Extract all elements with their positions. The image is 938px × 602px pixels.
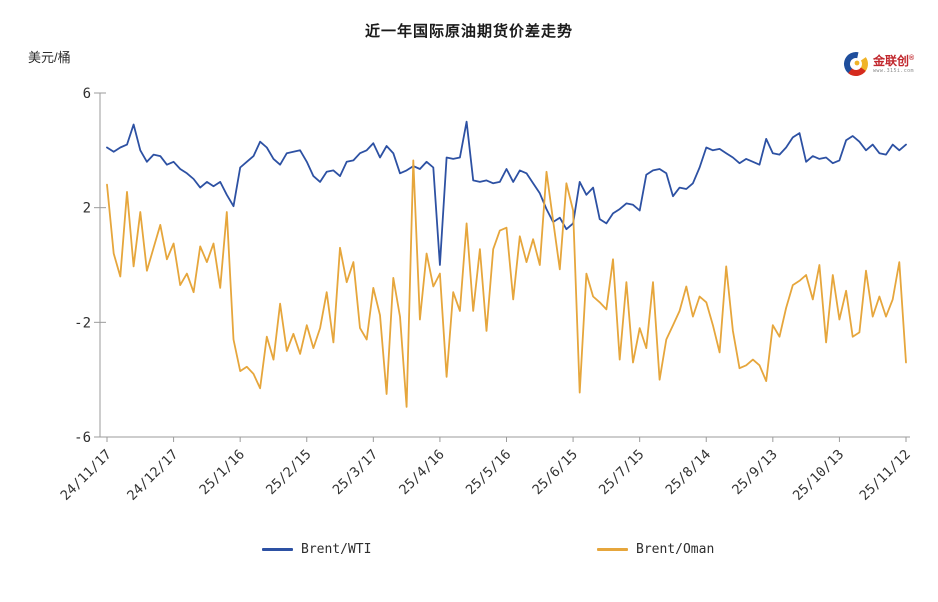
jlc-logo-text: 金联创® www.315i.com [873,55,914,74]
chart-title: 近一年国际原油期货价差走势 [364,23,573,40]
brent-wti-label: Brent/WTI [301,541,372,557]
x-axis-date-label: 25/5/16 [463,447,515,499]
x-axis-date-label: 24/11/17 [58,447,115,504]
y-axis-tick-label: -6 [74,430,91,446]
x-axis-date-label: 24/12/17 [124,447,181,504]
brent-wti-line-swatch [262,547,293,551]
y-axis-unit-label: 美元/桶 [28,50,71,65]
brent-oman-label: Brent/Oman [636,541,715,557]
jlc-site-url: www.315i.com [873,67,914,74]
x-axis-date-label: 25/4/16 [396,447,448,499]
x-axis-date-label: 25/6/15 [529,447,581,499]
x-axis-date-label: 25/2/15 [263,447,315,499]
y-axis-tick-label: 2 [83,201,91,217]
legend-item-brent-wti: Brent/WTI [262,539,371,559]
x-axis-date-label: 25/3/17 [330,447,382,499]
chart-legend: Brent/WTI Brent/Oman [0,539,938,561]
jlc-logo: 金联创® www.315i.com [842,50,914,78]
x-axis-date-label: 25/11/12 [857,447,914,504]
y-axis-tick-label: 6 [83,86,91,102]
x-axis-date-label: 25/7/15 [596,447,648,499]
jlc-brand-name: 金联创® [873,53,915,68]
x-axis-date-label: 25/10/13 [790,447,847,504]
x-axis-date-label: 25/8/14 [663,447,715,499]
jlc-logo-icon [844,52,868,76]
brent-oman-line-swatch [597,547,628,551]
x-axis-date-label: 25/9/13 [729,447,781,499]
registered-mark: ® [909,54,915,62]
y-axis-tick-label: -2 [74,315,91,331]
legend-item-brent-oman: Brent/Oman [597,539,714,559]
series-line-brent-oman [106,159,907,408]
series-line-brent-wti [106,120,907,266]
x-axis-date-label: 25/1/16 [196,447,248,499]
